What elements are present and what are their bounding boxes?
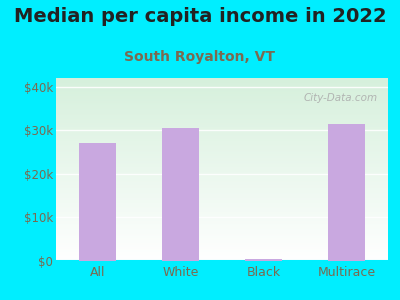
- Bar: [162, 128, 199, 261]
- Text: Median per capita income in 2022: Median per capita income in 2022: [14, 8, 386, 26]
- Text: City-Data.com: City-Data.com: [304, 93, 378, 103]
- Bar: [328, 124, 365, 261]
- Bar: [79, 143, 116, 261]
- Bar: [245, 259, 282, 261]
- Text: South Royalton, VT: South Royalton, VT: [124, 50, 276, 64]
